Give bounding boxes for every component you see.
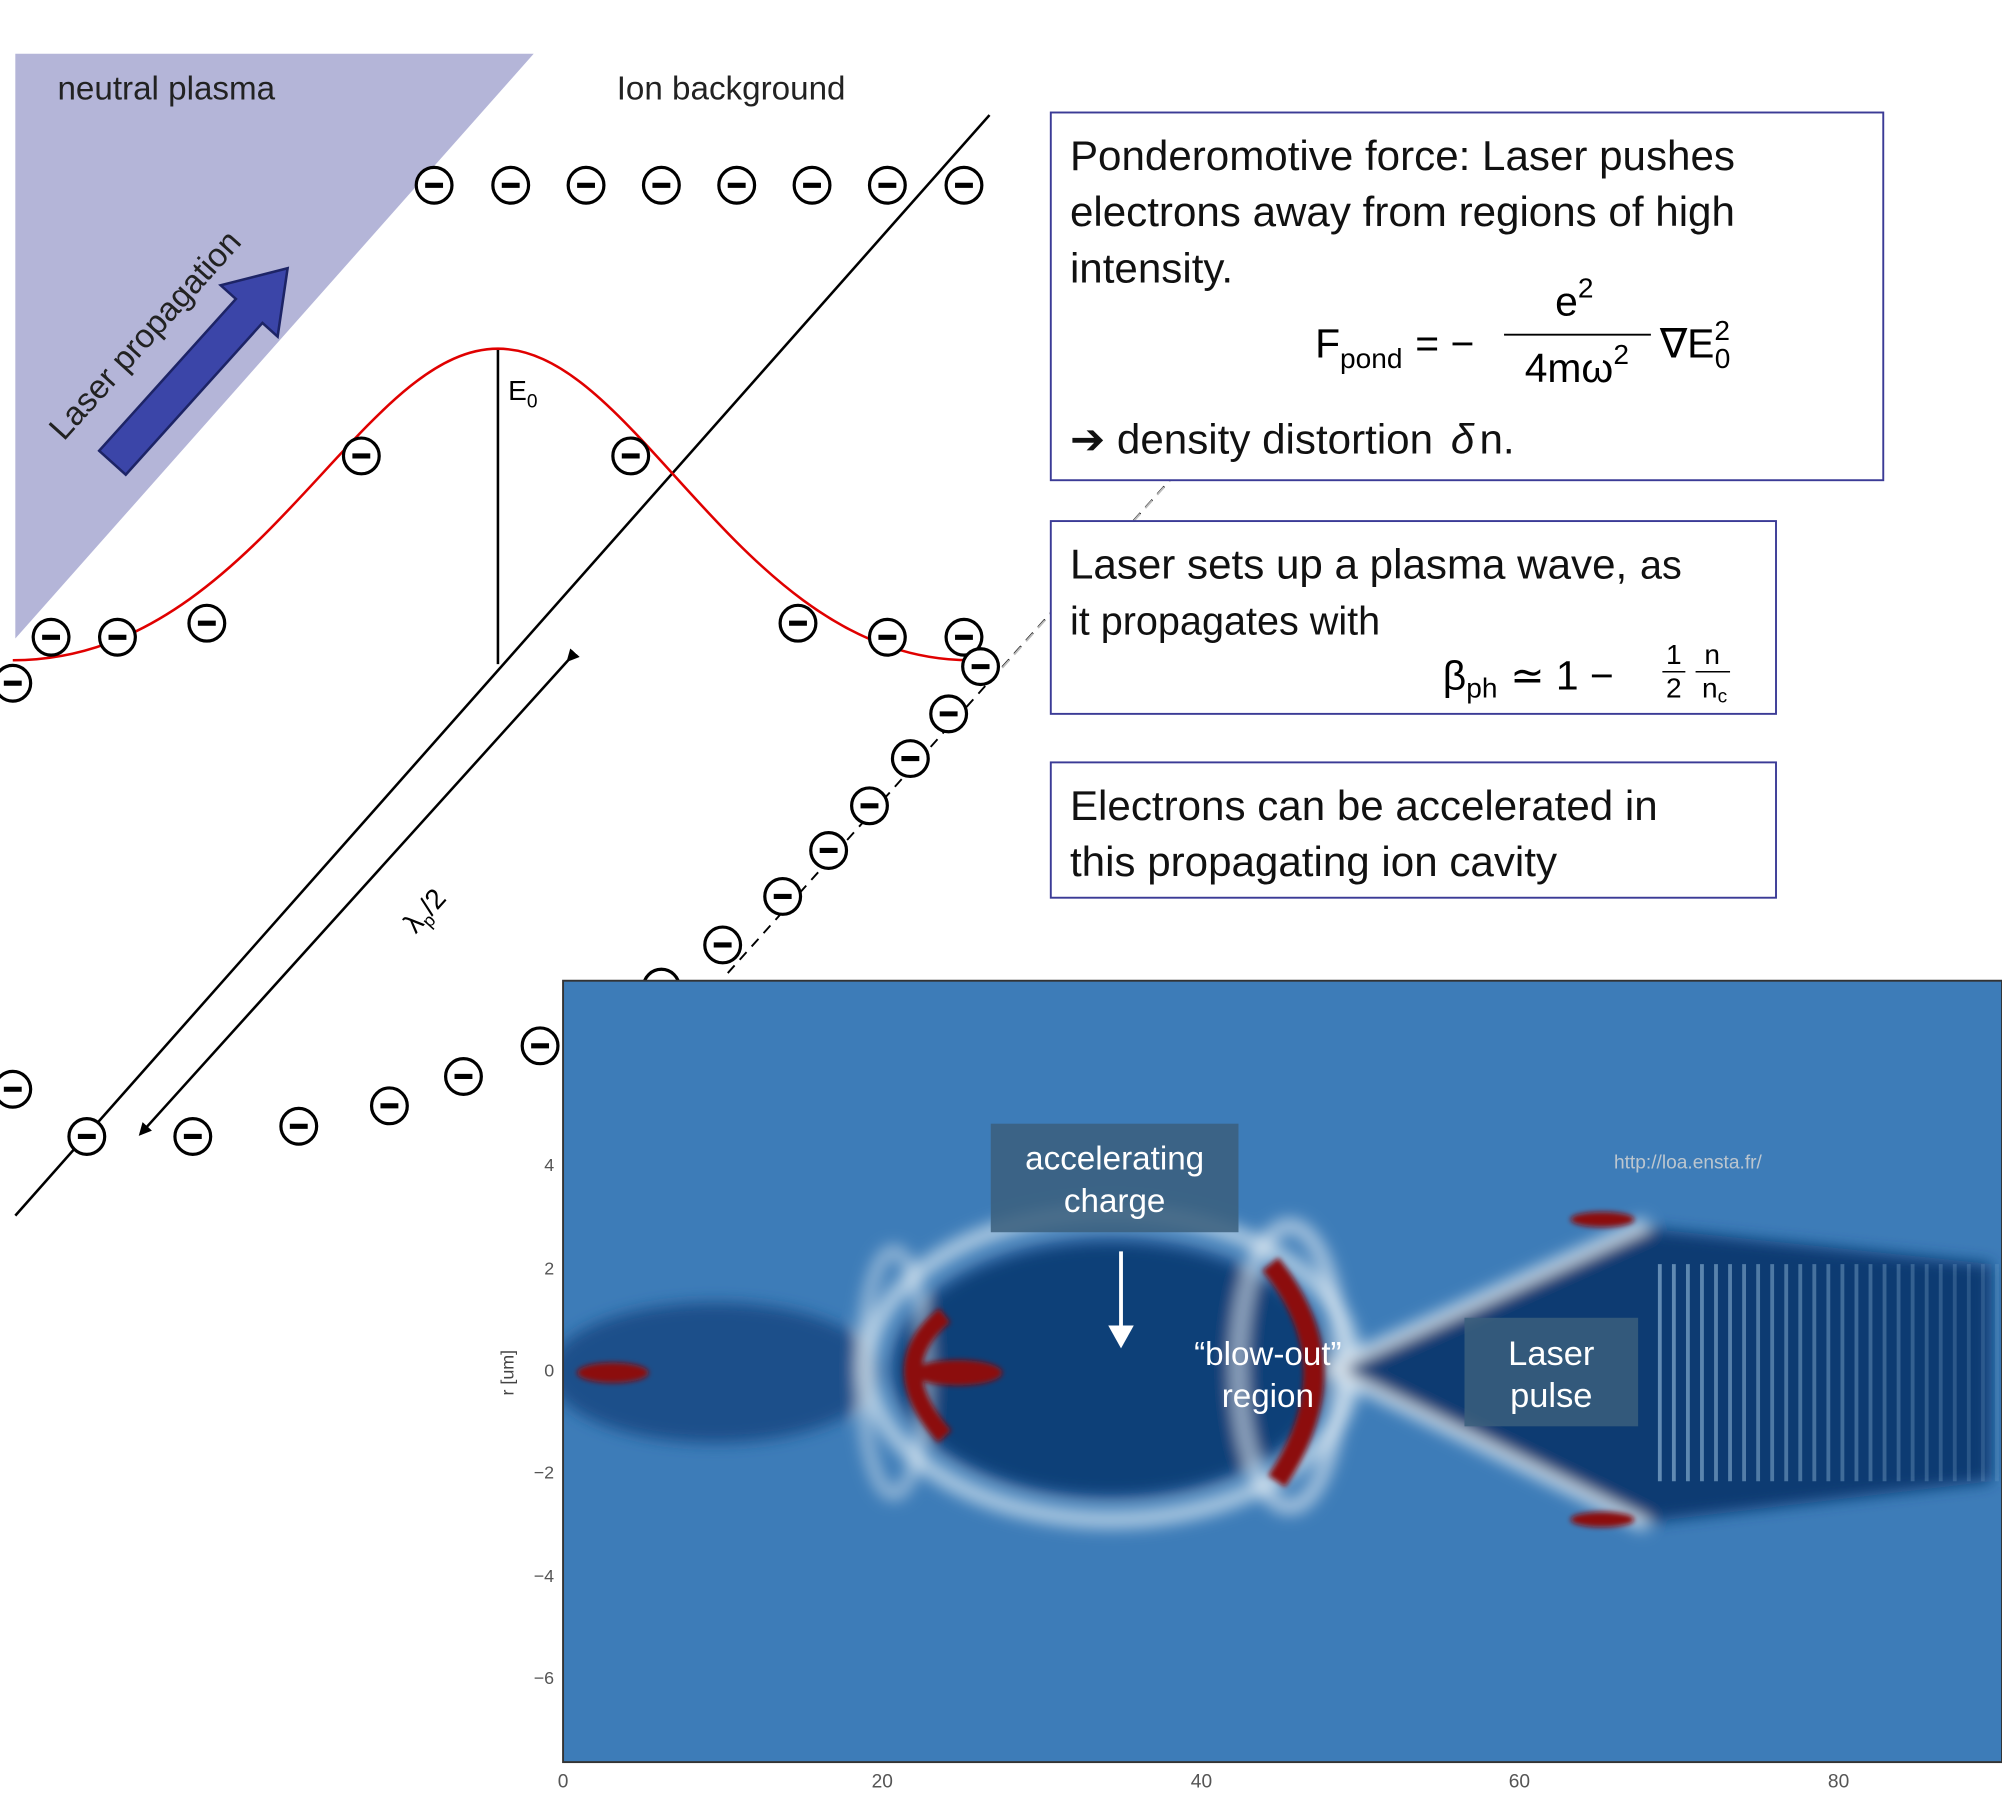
overlay-label: charge: [1064, 1183, 1165, 1220]
wavelength-label: λp/2: [397, 883, 455, 942]
overlay-label: Laser: [1508, 1335, 1594, 1373]
electron: [780, 605, 816, 641]
overlay-label: “blow-out”: [1194, 1336, 1342, 1373]
electron: [568, 167, 604, 203]
plasma-region: [15, 54, 533, 639]
electron: [852, 788, 888, 824]
box-line: Electrons can be accelerated in: [1070, 782, 1658, 829]
rhs: ∇E: [1659, 321, 1715, 367]
electron: [33, 619, 69, 655]
conclusion-text: ➔ density distortion: [1070, 415, 1433, 462]
den1: 2: [1666, 672, 1682, 703]
electron: [416, 167, 452, 203]
y-tick-label: 0: [544, 1361, 554, 1381]
electron: [931, 696, 967, 732]
x-tick-label: 20: [872, 1772, 893, 1793]
neutral-plasma-label: neutral plasma: [57, 71, 275, 108]
field-symbol: E: [508, 375, 527, 406]
electron: [175, 1119, 211, 1155]
page: html,body{margin:0;padding:0;background:…: [0, 0, 2002, 1798]
f: F: [1315, 321, 1340, 367]
y-tick-label: −2: [534, 1463, 554, 1483]
electron: [493, 167, 529, 203]
source-url: http://loa.ensta.fr/: [1614, 1152, 1763, 1173]
box-line: this propagating ion cavity: [1070, 838, 1557, 885]
electron: [372, 1088, 408, 1124]
diagram: neutral plasma Ion background Laser prop…: [0, 0, 2002, 1798]
num1: 1: [1666, 639, 1682, 670]
electron: [719, 167, 755, 203]
denominator: 4mω2: [1525, 339, 1629, 391]
y-tick-label: −6: [534, 1668, 554, 1688]
rhs-sup: 2: [1714, 315, 1730, 346]
electron: [869, 619, 905, 655]
overlay-label: accelerating: [1025, 1141, 1204, 1178]
wavelength-arrow: [140, 660, 568, 1134]
ion-background-label: Ion background: [617, 71, 846, 108]
electron: [963, 649, 999, 685]
beta-sub: ph: [1466, 672, 1497, 703]
field-label: E0: [508, 375, 537, 413]
body: {"labels":{"neutral_plasma":"neutral pla…: [0, 0, 2002, 1798]
box-line: electrons away from regions of high: [1070, 188, 1735, 235]
lead-rest: as: [1640, 544, 1682, 588]
x-tick-label: 40: [1191, 1772, 1212, 1793]
electron: [946, 167, 982, 203]
electron: [794, 167, 830, 203]
electron: [281, 1108, 317, 1144]
x-tick-label: 0: [558, 1772, 569, 1793]
overlay-label: pulse: [1510, 1377, 1592, 1415]
x-tick-label: 60: [1509, 1772, 1530, 1793]
electron: [705, 927, 741, 963]
field-sub: 0: [527, 391, 538, 412]
lead: Laser sets up a plasma wave,: [1070, 541, 1627, 588]
num: e: [1555, 279, 1578, 325]
rhs-sub: 0: [1715, 343, 1731, 374]
x-tick-label: 80: [1828, 1772, 1849, 1793]
electron: [100, 619, 136, 655]
electron: [0, 665, 31, 701]
electron: [189, 605, 225, 641]
f-sub: pond: [1340, 343, 1402, 374]
box-line: Laser sets up a plasma wave, as: [1070, 541, 1682, 588]
electron: [811, 833, 847, 869]
delta: δ: [1451, 415, 1475, 462]
y-axis-label: r [um]: [497, 1350, 517, 1396]
electron: [343, 438, 379, 474]
electron: [0, 1071, 31, 1107]
den2-sub: c: [1718, 686, 1728, 707]
y-tick-label: 4: [544, 1155, 554, 1175]
electron: [892, 741, 928, 777]
conclusion-rest: n.: [1479, 415, 1514, 462]
num-sup: 2: [1578, 273, 1594, 304]
y-tick-label: −4: [534, 1566, 554, 1586]
eq: ≃ 1 −: [1510, 653, 1614, 699]
electron: [869, 167, 905, 203]
electron: [69, 1119, 105, 1155]
num2: n: [1704, 639, 1720, 670]
eq: = −: [1415, 321, 1474, 367]
den2-n: n: [1702, 672, 1718, 703]
overlay-label: region: [1222, 1378, 1314, 1415]
electron: [522, 1028, 558, 1064]
den-sup: 2: [1613, 339, 1629, 370]
box-line: Ponderomotive force: Laser pushes: [1070, 132, 1735, 179]
electron: [613, 438, 649, 474]
den: 4mω: [1525, 345, 1614, 391]
beta: β: [1443, 653, 1467, 699]
electron: [644, 167, 680, 203]
box-line: intensity.: [1070, 244, 1233, 291]
y-tick-label: 2: [544, 1258, 554, 1278]
box-line: it propagates with: [1070, 600, 1380, 644]
electron: [446, 1059, 482, 1095]
electron: [765, 879, 801, 915]
